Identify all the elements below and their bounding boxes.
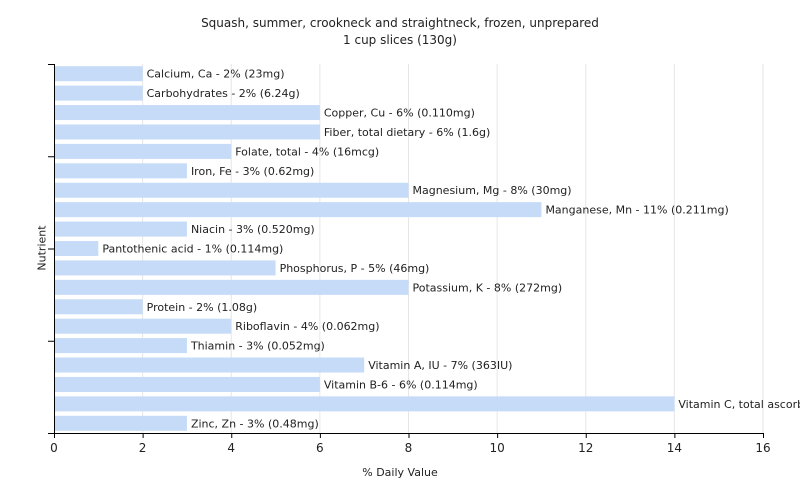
y-axis-label: Nutrient <box>35 225 49 271</box>
x-tick-label: 12 <box>578 441 593 455</box>
bar-label: Riboflavin - 4% (0.062mg) <box>235 320 379 333</box>
bar <box>55 260 276 276</box>
bar-label: Magnesium, Mg - 8% (30mg) <box>413 184 572 197</box>
bar-label: Calcium, Ca - 2% (23mg) <box>147 68 285 81</box>
x-axis-label: % Daily Value <box>362 466 438 479</box>
bar-label: Zinc, Zn - 3% (0.48mg) <box>191 417 319 430</box>
bar <box>55 318 232 334</box>
bar <box>55 163 187 179</box>
x-tick-label: 6 <box>316 441 324 455</box>
bar <box>55 396 675 412</box>
bar-label: Folate, total - 4% (16mcg) <box>235 145 379 158</box>
bar-label: Potassium, K - 8% (272mg) <box>413 281 563 294</box>
x-tick-label: 2 <box>139 441 147 455</box>
bar-label: Manganese, Mn - 11% (0.211mg) <box>545 204 728 217</box>
bar <box>55 66 143 82</box>
chart-subtitle: 1 cup slices (130g) <box>343 33 457 47</box>
chart-title: Squash, summer, crookneck and straightne… <box>201 16 599 30</box>
bar-label: Phosphorus, P - 5% (46mg) <box>280 262 430 275</box>
bar-label: Vitamin B-6 - 6% (0.114mg) <box>324 378 478 391</box>
bar-label: Niacin - 3% (0.520mg) <box>191 223 315 236</box>
bar <box>55 182 409 198</box>
bar-label: Fiber, total dietary - 6% (1.6g) <box>324 126 490 139</box>
bar-label: Carbohydrates - 2% (6.24g) <box>147 87 300 100</box>
bar-label: Iron, Fe - 3% (0.62mg) <box>191 165 314 178</box>
bar <box>55 415 187 431</box>
x-tick-label: 16 <box>755 441 770 455</box>
bar <box>55 299 143 315</box>
x-tick-label: 14 <box>667 441 682 455</box>
bar-label: Thiamin - 3% (0.052mg) <box>190 340 325 353</box>
bar <box>55 202 542 218</box>
bar-label: Protein - 2% (1.08g) <box>147 301 258 314</box>
bar <box>55 338 187 354</box>
bar-label: Pantothenic acid - 1% (0.114mg) <box>102 243 283 256</box>
bar <box>55 279 409 295</box>
bar <box>55 124 320 140</box>
x-tick-label: 10 <box>489 441 504 455</box>
bar <box>55 241 99 256</box>
x-tick-label: 4 <box>227 441 235 455</box>
bar <box>55 105 320 121</box>
x-tick-label: 8 <box>405 441 413 455</box>
bar <box>55 85 143 101</box>
x-tick-label: 0 <box>50 441 58 455</box>
bar <box>55 143 232 159</box>
bar-label: Vitamin A, IU - 7% (363IU) <box>368 359 512 372</box>
bar <box>55 376 320 392</box>
bar <box>55 221 187 237</box>
bar <box>55 357 365 373</box>
bar-label: Vitamin C, total ascorbic acid - 14% (8.… <box>678 398 800 411</box>
bar-label: Copper, Cu - 6% (0.110mg) <box>324 107 475 120</box>
